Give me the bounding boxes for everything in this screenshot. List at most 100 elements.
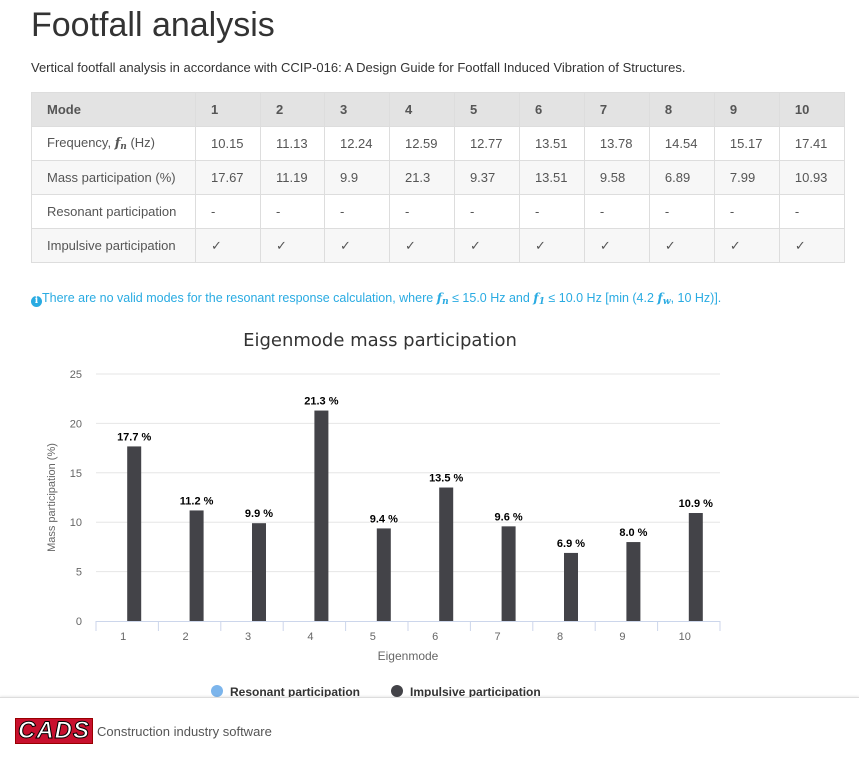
mass-cell: 6.89 — [648, 160, 715, 195]
x-tick-label: 1 — [120, 631, 126, 643]
resonant-cell: - — [323, 194, 390, 229]
legend-impulsive-label: Impulsive participation — [410, 685, 541, 699]
resonant-cell: - — [583, 194, 650, 229]
bar-impulsive-2 — [189, 510, 204, 621]
info-circle-icon: i — [31, 296, 42, 307]
mass-participation-chart: Eigenmode mass participation0510152025Ma… — [46, 330, 721, 699]
frequency-label: Frequency, fn (Hz) — [31, 126, 196, 161]
mass-cell: 7.99 — [713, 160, 780, 195]
cads-logo: CADS — [15, 718, 93, 744]
resonant-cell: - — [195, 194, 261, 229]
resonant-cell: - — [778, 194, 846, 229]
y-tick-label: 5 — [76, 567, 82, 579]
f1-symbol: f1 — [533, 290, 545, 307]
mass-cell: 9.9 — [323, 160, 390, 195]
mass-cell: 13.51 — [518, 160, 585, 195]
legend-resonant-label: Resonant participation — [230, 685, 360, 699]
modes-table: Mode 1 2 3 4 5 6 7 8 9 10 Frequency, fn (Hz) 10.15 1… — [31, 92, 846, 263]
x-tick-label: 8 — [557, 631, 563, 643]
mass-cell: 9.37 — [453, 160, 520, 195]
impulsive-cell: ✓ — [648, 228, 715, 263]
fw-symbol: fw — [657, 290, 671, 307]
mode-header-cell: 2 — [259, 92, 325, 127]
data-label: 11.2 % — [180, 495, 214, 507]
x-tick-label: 9 — [619, 631, 625, 643]
bar-impulsive-3 — [252, 523, 266, 621]
data-label: 6.9 % — [557, 538, 585, 550]
data-label: 8.0 % — [619, 527, 647, 539]
resonant-cell: - — [388, 194, 455, 229]
sym-sub: n — [442, 297, 449, 307]
resonant-cell: - — [648, 194, 715, 229]
impulsive-cell: ✓ — [713, 228, 780, 263]
f-symbol: fn — [114, 136, 127, 152]
mass-cell: 17.67 — [195, 160, 261, 195]
mode-header-cell: 10 — [778, 92, 846, 127]
bar-impulsive-7 — [501, 526, 516, 621]
info-message: i There are no valid modes for the resona… — [31, 290, 721, 307]
legend-resonant-marker — [211, 685, 223, 697]
data-label: 21.3 % — [304, 396, 338, 408]
f-sym: f — [114, 136, 121, 151]
data-label: 9.4 % — [370, 513, 398, 525]
mode-header-cell: 3 — [323, 92, 390, 127]
bar-impulsive-6 — [439, 487, 454, 621]
sym-sub: 1 — [538, 297, 545, 307]
f-sub: n — [120, 142, 127, 152]
chart-title: Eigenmode mass participation — [243, 330, 517, 351]
x-tick-label: 5 — [370, 631, 376, 643]
sym: f — [533, 290, 539, 305]
info-text: There are no valid modes for the resonan… — [42, 291, 437, 305]
label-text: Frequency, — [47, 135, 115, 150]
mode-header-cell: 5 — [453, 92, 520, 127]
resonant-cell: - — [713, 194, 780, 229]
x-tick-label: 6 — [432, 631, 438, 643]
header-mode: Mode — [31, 92, 196, 127]
y-tick-label: 25 — [70, 369, 82, 381]
mass-cell: 11.19 — [259, 160, 325, 195]
page-subtitle: Vertical footfall analysis in accordance… — [31, 60, 686, 75]
info-text: , 10 Hz)]. — [670, 291, 722, 305]
x-axis-label: Eigenmode — [378, 649, 439, 663]
bar-impulsive-9 — [626, 542, 641, 621]
frequency-cell: 17.41 — [778, 126, 846, 161]
data-label: 17.7 % — [117, 431, 151, 443]
impulsive-cell: ✓ — [453, 228, 520, 263]
sym: f — [657, 290, 663, 305]
frequency-cell: 12.24 — [323, 126, 390, 161]
frequency-cell: 13.51 — [518, 126, 585, 161]
mass-cell: 10.93 — [778, 160, 846, 195]
page-title: Footfall analysis — [31, 6, 275, 44]
bar-impulsive-5 — [376, 528, 391, 621]
footer-tagline: Construction industry software — [97, 724, 272, 739]
impulsive-cell: ✓ — [583, 228, 650, 263]
footer: CADS Construction industry software — [0, 697, 859, 766]
impulsive-cell: ✓ — [195, 228, 261, 263]
x-tick-label: 7 — [495, 631, 501, 643]
legend-impulsive-marker — [391, 685, 403, 697]
bar-impulsive-10 — [688, 513, 703, 621]
label-unit: (Hz) — [126, 135, 155, 150]
frequency-cell: 13.78 — [583, 126, 650, 161]
mode-header-cell: 4 — [388, 92, 455, 127]
impulsive-cell: ✓ — [778, 228, 846, 263]
x-tick-label: 3 — [245, 631, 251, 643]
frequency-cell: 12.59 — [388, 126, 455, 161]
data-label: 13.5 % — [429, 473, 463, 485]
resonant-cell: - — [453, 194, 520, 229]
mode-header-cell: 1 — [195, 92, 261, 127]
mass-cell: 9.58 — [583, 160, 650, 195]
x-tick-label: 10 — [679, 631, 691, 643]
x-tick-label: 4 — [307, 631, 313, 643]
y-tick-label: 10 — [70, 517, 82, 529]
y-tick-label: 0 — [76, 616, 82, 628]
resonant-label: Resonant participation — [31, 194, 196, 229]
impulsive-label: Impulsive participation — [31, 228, 196, 263]
info-text: ≤ 15.0 Hz and — [448, 291, 534, 305]
x-tick-label: 2 — [183, 631, 189, 643]
mode-header-cell: 6 — [518, 92, 585, 127]
impulsive-cell: ✓ — [388, 228, 455, 263]
impulsive-cell: ✓ — [323, 228, 390, 263]
mode-header-cell: 7 — [583, 92, 650, 127]
sym-sub: w — [662, 297, 671, 307]
